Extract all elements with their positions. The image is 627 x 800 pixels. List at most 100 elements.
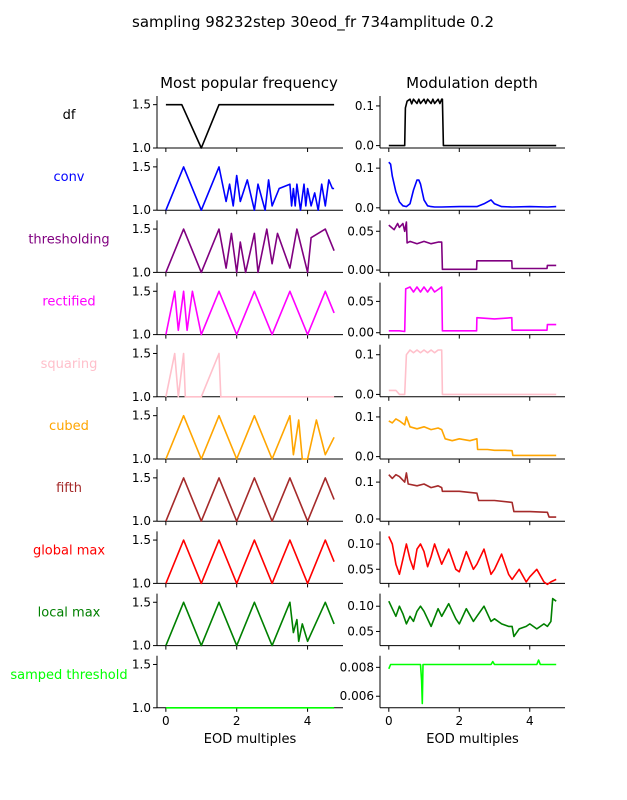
row-label: cubed: [49, 419, 89, 434]
subplot-0-5: cubed 1.0 1.5: [49, 407, 343, 466]
series-line-squaring: [165, 352, 335, 398]
column-title-frequency: Most popular frequency: [160, 74, 338, 92]
y-tick-label: 1.5: [132, 98, 151, 112]
series-line-squaring: [388, 349, 557, 396]
y-tick-label: 1.5: [132, 222, 151, 236]
y-tick-label: 1.5: [132, 160, 151, 174]
column-title-modulation: Modulation depth: [406, 74, 538, 92]
y-tick-label: 0.05: [347, 224, 374, 238]
y-tick-label: 1.5: [132, 533, 151, 547]
y-tick-label: 1.5: [132, 471, 151, 485]
y-tick-label: 0.008: [340, 660, 374, 674]
y-tick-label: 1.0: [132, 701, 151, 715]
series-line-cubed: [165, 414, 335, 460]
subplot-0-2: thresholding 1.0 1.5: [28, 220, 343, 279]
y-tick-label: 0.1: [355, 99, 374, 113]
row-label: global max: [33, 543, 105, 558]
subplot-1-4: 0.0 0.1: [355, 344, 565, 401]
subplot-1-6: 0.0 0.1: [355, 469, 565, 526]
x-tick-label: 0: [162, 714, 170, 728]
y-tick-label: 0.1: [355, 410, 374, 424]
y-tick-label: 0.1: [355, 161, 374, 175]
y-tick-label: 0.006: [340, 689, 374, 703]
row-label: fifth: [56, 481, 82, 496]
x-tick-label: 4: [526, 714, 534, 728]
row-label: local max: [38, 606, 101, 621]
subplot-0-7: global max 1.0 1.5: [33, 531, 343, 590]
y-tick-label: 1.0: [132, 203, 151, 217]
y-tick-label: 1.0: [132, 390, 151, 404]
y-tick-label: 1.0: [132, 576, 151, 590]
y-tick-label: 0.0: [355, 201, 374, 215]
y-tick-label: 0.0: [355, 450, 374, 464]
row-label: thresholding: [28, 232, 109, 247]
x-axis-label: EOD multiples: [426, 732, 519, 747]
y-tick-label: 0.10: [347, 599, 374, 613]
y-tick-label: 0.1: [355, 475, 374, 489]
y-tick-label: 1.5: [132, 657, 151, 671]
subplot-0-1: conv 1.0 1.5: [53, 158, 343, 217]
y-tick-label: 0.10: [347, 537, 374, 551]
row-label: conv: [53, 170, 84, 185]
subplot-1-8: 0.05 0.10: [347, 593, 565, 650]
row-label: samped threshold: [10, 668, 127, 683]
y-tick-label: 0.05: [347, 294, 374, 308]
y-tick-label: 0.0: [355, 139, 374, 153]
y-tick-label: 0.1: [355, 348, 374, 362]
series-line-rectified: [388, 286, 557, 333]
subplot-1-2: 0.00 0.05: [347, 220, 565, 277]
y-tick-label: 1.5: [132, 409, 151, 423]
subplot-0-6: fifth 1.0 1.5: [56, 469, 343, 528]
y-tick-label: 1.5: [132, 346, 151, 360]
x-tick-label: 2: [233, 714, 241, 728]
series-line-thresholding: [388, 221, 557, 271]
x-tick-label: 0: [385, 714, 393, 728]
series-line-global-max: [388, 536, 557, 586]
subplot-1-9: 0.006 0.008 0 2 4 EOD multiples: [340, 655, 565, 747]
y-tick-label: 0.00: [347, 263, 374, 277]
x-tick-label: 4: [304, 714, 312, 728]
subplot-1-3: 0.00 0.05: [347, 282, 565, 340]
row-label: squaring: [41, 357, 98, 372]
figure-suptitle: sampling 98232step 30eod_fr 734amplitude…: [132, 13, 494, 32]
series-line-global-max: [165, 539, 335, 585]
series-line-df: [165, 103, 335, 149]
subplot-0-0: df 1.0 1.5: [63, 96, 343, 155]
series-line-cubed: [388, 416, 557, 457]
subplot-1-0: 0.0 0.1: [355, 96, 565, 153]
series-line-thresholding: [165, 228, 335, 274]
subplot-1-5: 0.0 0.1: [355, 407, 565, 464]
series-line-fifth: [165, 477, 335, 523]
subplot-0-4: squaring 1.0 1.5: [41, 344, 343, 404]
y-tick-label: 0.05: [347, 624, 374, 638]
y-tick-label: 0.05: [347, 562, 374, 576]
subplot-1-7: 0.05 0.10: [347, 531, 565, 588]
x-tick-label: 2: [455, 714, 463, 728]
series-line-conv: [165, 166, 335, 211]
y-tick-label: 1.0: [132, 514, 151, 528]
subplot-1-1: 0.0 0.1: [355, 158, 565, 215]
x-axis-label: EOD multiples: [204, 732, 297, 747]
y-tick-label: 1.0: [132, 265, 151, 279]
series-line-rectified: [165, 290, 335, 336]
subplot-0-3: rectified 1.0 1.5: [42, 282, 343, 342]
series-line-fifth: [388, 472, 557, 518]
series-line-df: [388, 98, 557, 147]
series-line-conv: [388, 161, 557, 208]
row-label: rectified: [42, 295, 95, 310]
series-line-local-max: [165, 601, 335, 647]
y-tick-label: 0.0: [355, 512, 374, 526]
subplot-0-8: local max 1.0 1.5: [38, 593, 343, 653]
y-tick-label: 1.0: [132, 328, 151, 342]
series-line-local-max: [388, 597, 557, 638]
series-line-samped-threshold: [388, 659, 557, 705]
y-tick-label: 1.5: [132, 284, 151, 298]
subplot-grid: df1.01.5conv1.01.5thresholding1.01.5rect…: [10, 96, 565, 747]
y-tick-label: 1.5: [132, 595, 151, 609]
subplot-0-9: samped threshold 1.0 1.5 0 2 4 EOD multiples: [10, 655, 343, 747]
y-tick-label: 0.00: [347, 326, 374, 340]
y-tick-label: 0.0: [355, 387, 374, 401]
y-tick-label: 1.0: [132, 639, 151, 653]
y-tick-label: 1.0: [132, 452, 151, 466]
